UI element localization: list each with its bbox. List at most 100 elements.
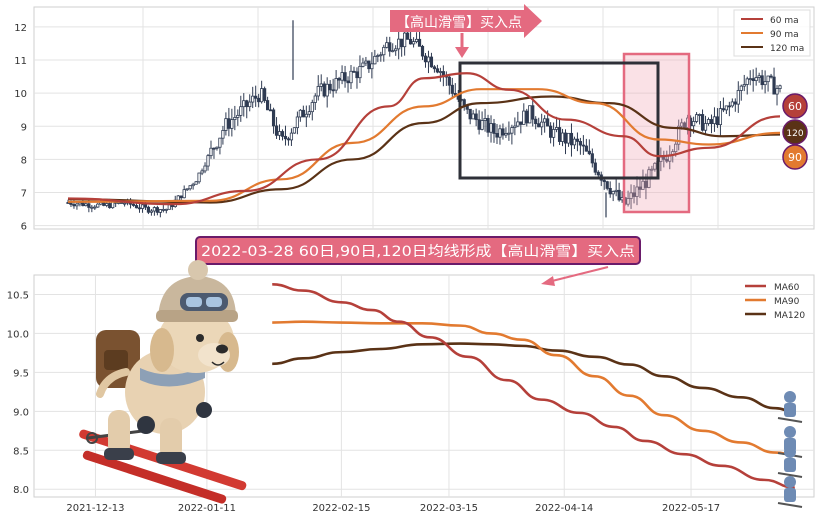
- top-y-tick-label: 6: [21, 222, 27, 233]
- legend-label-120ma: 120 ma: [770, 44, 804, 54]
- candle-body: [370, 63, 374, 70]
- candle-body: [233, 117, 237, 120]
- candle-body: [307, 111, 311, 115]
- candle-body: [513, 125, 517, 129]
- candle-body: [593, 162, 597, 173]
- candle-body: [263, 88, 267, 101]
- candle-body: [328, 83, 332, 91]
- candle-body: [185, 188, 189, 191]
- candle-body: [316, 86, 320, 97]
- candle-body: [254, 95, 258, 99]
- candle-body: [245, 100, 249, 108]
- candle-body: [230, 119, 234, 129]
- top-y-tick-label: 9: [21, 122, 27, 133]
- candle-body: [182, 189, 186, 199]
- bottom-x-tick-label: 2022-05-17: [662, 503, 720, 514]
- candle-body: [337, 78, 341, 81]
- candle-body: [417, 38, 422, 47]
- ma-end-badges: 60 120 90: [782, 93, 808, 170]
- candle-body: [706, 119, 711, 124]
- bottom-y-tick-label: 10.0: [7, 329, 29, 340]
- candle-body: [736, 90, 740, 105]
- candle-body: [271, 109, 276, 127]
- candle-body: [268, 109, 273, 112]
- bottom-y-tick-label: 8.5: [13, 446, 29, 457]
- candle-body: [677, 125, 681, 145]
- candle-body: [364, 60, 368, 64]
- candle-body: [540, 121, 544, 128]
- candle-body: [355, 71, 359, 79]
- candle-body: [346, 80, 350, 84]
- candle-body: [358, 65, 362, 79]
- candle-body: [462, 99, 466, 106]
- candle-body: [334, 78, 338, 91]
- candle-body: [197, 172, 201, 183]
- candle-body: [715, 116, 720, 126]
- bottom-y-tick-label: 9.5: [13, 368, 29, 379]
- candle-body: [194, 181, 198, 185]
- candle-body: [331, 89, 335, 92]
- candle-body: [206, 155, 210, 167]
- candle-body: [420, 45, 425, 57]
- candle-body: [638, 186, 642, 190]
- candle-body: [492, 123, 496, 134]
- candle-body: [322, 83, 326, 97]
- candle-body: [131, 203, 136, 206]
- candle-body: [626, 198, 630, 205]
- candle-body: [712, 116, 717, 125]
- candle-body: [611, 191, 615, 195]
- candle-body: [709, 119, 714, 125]
- candle-body: [525, 110, 529, 124]
- candle-body: [653, 162, 657, 170]
- candle-body: [325, 83, 329, 97]
- candle-body: [760, 75, 764, 86]
- candle-body: [721, 108, 725, 111]
- candle-body: [289, 132, 294, 141]
- candle-body: [313, 95, 317, 103]
- bottom-y-tick-labels: 8.0 8.5 9.0 9.5 10.0 10.5: [7, 290, 29, 496]
- candle-body: [700, 114, 705, 131]
- candle-body: [572, 138, 577, 146]
- candle-body: [614, 189, 618, 192]
- badge-60-text: 60: [788, 100, 802, 113]
- candle-body: [432, 66, 437, 70]
- candle-body: [352, 70, 356, 73]
- candle-body: [608, 188, 612, 195]
- candle-body: [280, 131, 285, 137]
- candle-body: [557, 127, 562, 142]
- candle-body: [724, 105, 728, 111]
- candle-body: [161, 209, 165, 211]
- middle-annotation-text: 2022-03-28 60日,90日,120日均线形成【高山滑雪】买入点: [201, 243, 635, 260]
- candle-body: [75, 203, 79, 207]
- candle-body: [447, 76, 451, 86]
- badge-120-text: 120: [786, 129, 803, 139]
- candle-body: [450, 84, 454, 94]
- badge-90: [782, 144, 808, 170]
- candle-body: [507, 132, 511, 135]
- candle-body: [474, 113, 478, 121]
- candle-body: [134, 205, 139, 209]
- badge-120: [782, 119, 808, 145]
- candle-body: [414, 38, 419, 43]
- bottom-x-tick-label: 2022-01-11: [178, 503, 236, 514]
- candle-body: [203, 165, 207, 172]
- candle-body: [543, 118, 547, 123]
- candle-body: [605, 181, 609, 189]
- candle-body: [385, 42, 389, 48]
- candle-body: [560, 132, 565, 142]
- candle-body: [566, 132, 571, 144]
- candle-body: [81, 202, 85, 207]
- candle-body: [554, 127, 559, 130]
- candle-body: [754, 77, 758, 82]
- skier-figure-1: [777, 391, 803, 423]
- legend-label-60ma: 60 ma: [770, 16, 799, 26]
- candle-body: [528, 105, 532, 124]
- candle-body: [650, 168, 654, 171]
- candle-body: [775, 88, 779, 95]
- candle-body: [742, 84, 746, 87]
- bottom-line-ma60: [272, 283, 795, 489]
- top-moving-average-lines: [67, 72, 781, 206]
- candle-body: [772, 76, 776, 95]
- candle-body: [408, 38, 413, 45]
- candle-body: [286, 138, 291, 141]
